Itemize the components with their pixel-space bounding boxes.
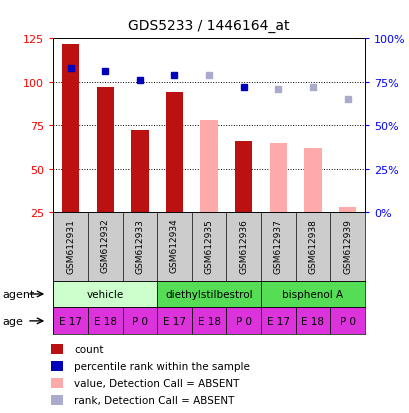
Bar — [165, 93, 183, 213]
Bar — [330, 308, 364, 335]
Text: bisphenol A: bisphenol A — [282, 289, 343, 299]
Text: GDS5233 / 1446164_at: GDS5233 / 1446164_at — [128, 19, 289, 33]
Text: P 0: P 0 — [132, 316, 148, 326]
Bar — [122, 308, 157, 335]
Text: P 0: P 0 — [339, 316, 355, 326]
Bar — [338, 207, 355, 213]
Bar — [191, 308, 226, 335]
Text: GSM612932: GSM612932 — [101, 218, 110, 273]
Text: count: count — [74, 344, 103, 354]
Bar — [269, 143, 286, 213]
Bar — [53, 308, 88, 335]
Text: vehicle: vehicle — [86, 289, 124, 299]
Text: GSM612933: GSM612933 — [135, 218, 144, 273]
Text: E 17: E 17 — [59, 316, 82, 326]
Text: agent: agent — [2, 289, 34, 299]
Bar — [226, 308, 261, 335]
Text: GSM612936: GSM612936 — [238, 218, 247, 273]
Bar — [88, 308, 122, 335]
Text: GSM612931: GSM612931 — [66, 218, 75, 273]
Text: GSM612934: GSM612934 — [170, 218, 179, 273]
Bar — [303, 149, 321, 213]
Text: rank, Detection Call = ABSENT: rank, Detection Call = ABSENT — [74, 395, 234, 405]
Bar — [234, 142, 252, 213]
Bar — [52, 378, 63, 388]
Bar — [261, 308, 295, 335]
Text: E 18: E 18 — [197, 316, 220, 326]
Bar — [261, 281, 364, 308]
Bar — [52, 361, 63, 371]
Text: value, Detection Call = ABSENT: value, Detection Call = ABSENT — [74, 378, 239, 388]
Text: P 0: P 0 — [235, 316, 251, 326]
Text: GSM612937: GSM612937 — [273, 218, 282, 273]
Text: diethylstilbestrol: diethylstilbestrol — [165, 289, 252, 299]
Bar — [53, 281, 157, 308]
Text: age: age — [2, 316, 23, 326]
Bar — [97, 88, 114, 213]
Text: percentile rank within the sample: percentile rank within the sample — [74, 361, 249, 371]
Bar — [295, 308, 330, 335]
Bar — [157, 281, 261, 308]
Text: E 18: E 18 — [301, 316, 324, 326]
Text: GSM612939: GSM612939 — [342, 218, 351, 273]
Bar — [131, 131, 148, 213]
Bar — [62, 45, 79, 213]
Bar — [52, 344, 63, 354]
Bar — [52, 395, 63, 405]
Text: GSM612938: GSM612938 — [308, 218, 317, 273]
Text: E 17: E 17 — [163, 316, 186, 326]
Bar — [200, 121, 217, 213]
Text: E 18: E 18 — [94, 316, 117, 326]
Bar — [157, 308, 191, 335]
Text: E 17: E 17 — [266, 316, 289, 326]
Text: GSM612935: GSM612935 — [204, 218, 213, 273]
